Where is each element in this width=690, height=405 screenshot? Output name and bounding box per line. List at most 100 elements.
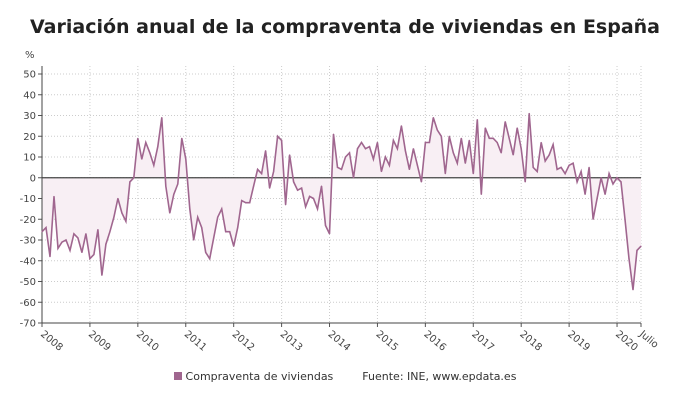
data-point: [528, 112, 530, 115]
chart-title: Variación anual de la compraventa de viv…: [30, 16, 660, 38]
data-point: [372, 158, 375, 160]
data-point: [153, 164, 155, 166]
legend: Compraventa de viviendas Fuente: INE, ww…: [0, 370, 690, 383]
data-point: [217, 216, 219, 218]
data-point: [221, 208, 223, 210]
data-point: [532, 166, 534, 168]
data-point: [57, 247, 59, 249]
data-point: [404, 150, 406, 152]
data-point: [380, 170, 383, 173]
legend-label: Compraventa de viviendas: [185, 370, 334, 383]
data-point: [165, 185, 167, 187]
data-point: [77, 237, 79, 239]
data-point: [273, 170, 275, 173]
data-point: [452, 152, 454, 154]
data-point: [93, 253, 95, 256]
data-point: [284, 204, 287, 206]
series-line: [41, 113, 642, 290]
data-point: [336, 166, 339, 168]
data-point: [105, 243, 107, 245]
y-tick-label: 50: [23, 70, 36, 81]
data-point: [237, 226, 239, 229]
data-point: [181, 137, 183, 139]
data-point: [281, 139, 283, 141]
data-point: [61, 241, 63, 243]
data-point: [572, 162, 574, 164]
data-point: [53, 195, 55, 198]
data-point: [320, 185, 323, 187]
data-point: [304, 206, 307, 208]
x-tick-label: 2020: [613, 329, 640, 354]
data-point: [45, 226, 47, 229]
data-point: [396, 148, 399, 150]
data-point: [277, 135, 279, 137]
data-point: [292, 181, 295, 183]
data-point: [177, 183, 179, 185]
data-point: [308, 195, 311, 198]
data-point: [640, 245, 642, 247]
data-point: [49, 256, 51, 258]
data-point: [564, 173, 566, 175]
x-tick-label: 2012: [230, 329, 257, 354]
x-tick-label: 2019: [565, 329, 592, 354]
data-point: [628, 258, 630, 260]
data-point: [157, 146, 159, 148]
x-tick-label: 2008: [38, 329, 65, 354]
x-tick-label: 2017: [469, 329, 496, 354]
data-point: [620, 181, 622, 183]
data-point: [496, 141, 498, 144]
data-point: [73, 233, 75, 235]
data-point: [440, 135, 442, 137]
data-point: [436, 129, 438, 131]
data-point: [516, 127, 518, 129]
data-point: [584, 193, 586, 195]
y-tick-label: 10: [23, 153, 36, 164]
data-point: [604, 193, 606, 195]
data-point: [109, 231, 111, 233]
data-point: [500, 152, 502, 154]
y-tick-label: -30: [20, 236, 36, 247]
data-point: [328, 233, 331, 235]
data-point: [384, 156, 387, 158]
data-point: [468, 139, 470, 141]
data-point: [520, 148, 522, 150]
data-point: [484, 127, 486, 129]
area-fill: [42, 113, 641, 290]
data-point: [536, 170, 538, 173]
data-point: [460, 137, 462, 139]
data-point: [556, 168, 558, 171]
data-point: [504, 121, 506, 123]
data-point: [540, 141, 542, 144]
data-point: [424, 141, 426, 144]
x-tick-label: 2014: [326, 329, 353, 354]
data-point: [209, 258, 211, 260]
data-point: [428, 141, 430, 144]
x-tick-label: 2015: [374, 329, 401, 354]
data-point: [548, 154, 550, 156]
data-point: [324, 224, 327, 227]
data-point: [472, 173, 474, 175]
data-point: [596, 197, 598, 200]
data-point: [456, 162, 458, 164]
data-point: [448, 135, 450, 137]
data-point: [229, 231, 231, 233]
data-point: [592, 218, 594, 220]
y-axis-label: %: [25, 50, 35, 61]
data-point: [113, 216, 115, 218]
data-point: [173, 193, 175, 195]
data-point: [85, 233, 87, 235]
data-point: [133, 177, 135, 179]
data-point: [125, 220, 127, 222]
data-point: [432, 116, 434, 119]
data-point: [81, 251, 83, 254]
data-point: [89, 258, 91, 260]
data-point: [492, 137, 494, 139]
data-point: [568, 164, 570, 166]
data-point: [201, 226, 203, 229]
y-tick-label: 0: [30, 173, 36, 184]
y-tick-label: 20: [23, 132, 36, 143]
data-point: [205, 251, 207, 254]
data-point: [296, 189, 299, 191]
data-point: [608, 173, 610, 175]
